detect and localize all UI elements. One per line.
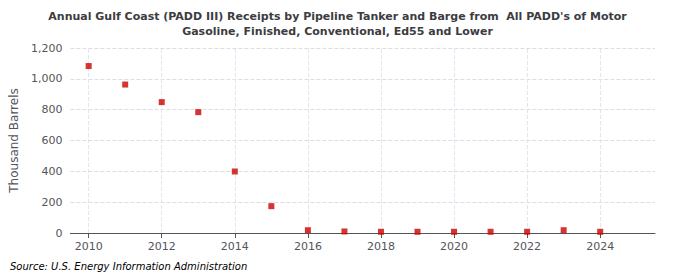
svg-text:2012: 2012 [148,240,176,253]
svg-text:600: 600 [41,134,62,147]
svg-text:2020: 2020 [440,240,468,253]
svg-text:2014: 2014 [221,240,249,253]
svg-text:2016: 2016 [294,240,322,253]
svg-text:400: 400 [41,165,62,178]
svg-text:2010: 2010 [75,240,103,253]
svg-text:1,200: 1,200 [31,42,63,55]
svg-text:2022: 2022 [513,240,541,253]
svg-text:800: 800 [41,103,62,116]
svg-text:2018: 2018 [367,240,395,253]
svg-text:Gasoline, Finished, Convention: Gasoline, Finished, Conventional, Ed55 a… [182,25,493,38]
svg-text:Thousand Barrels: Thousand Barrels [7,88,21,193]
svg-text:200: 200 [41,196,62,209]
svg-text:2024: 2024 [586,240,614,253]
svg-text:1,000: 1,000 [31,72,63,85]
svg-text:Source: U.S. Energy Informatio: Source: U.S. Energy Information Administ… [10,261,247,272]
svg-text:Annual Gulf Coast (PADD III) R: Annual Gulf Coast (PADD III) Receipts by… [48,10,627,23]
svg-text:0: 0 [55,227,62,240]
